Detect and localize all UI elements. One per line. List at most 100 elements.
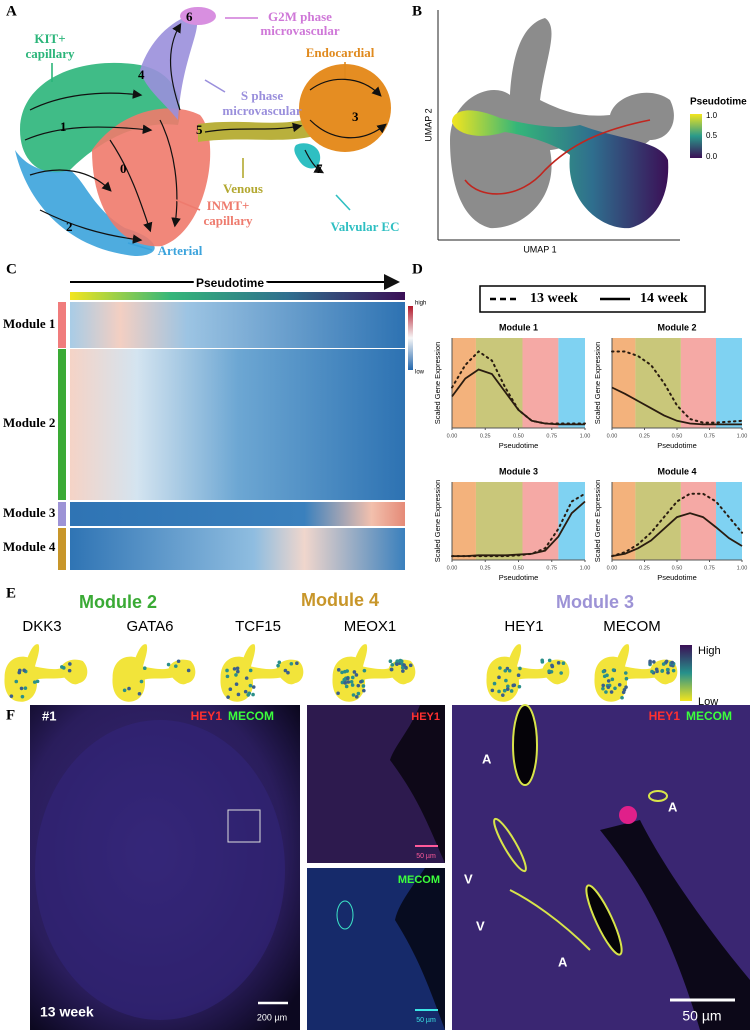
- module-label: Module 4: [301, 590, 379, 610]
- cluster-number: 7: [316, 161, 323, 176]
- cell-dot: [350, 675, 355, 680]
- annotation: KIT+: [34, 31, 65, 46]
- cell-dot: [609, 690, 614, 694]
- annotation-arrows: [51, 17, 351, 251]
- stain-label: MECOM: [228, 709, 274, 723]
- x-tick-label: 0.50: [672, 433, 683, 439]
- panel-f: F #1 HEY1 MECOM 13 week 200 µm HEY1 50 µ…: [6, 704, 750, 1030]
- cell-dot: [559, 671, 563, 675]
- cell-dot: [623, 671, 628, 675]
- chart-title: Module 3: [499, 466, 538, 476]
- inset-box: [227, 809, 261, 843]
- umap-region: [450, 18, 674, 229]
- legend-box: [479, 285, 706, 313]
- cell-dot: [666, 670, 670, 675]
- heatmap-block: [70, 302, 405, 348]
- x-tick-label: 1.00: [580, 565, 591, 571]
- stain-label: MECOM: [398, 874, 440, 886]
- colorbar: [408, 306, 413, 370]
- cell-dot: [402, 663, 406, 667]
- cell-dot: [550, 663, 554, 668]
- cell-dot: [611, 668, 616, 672]
- cell-dot: [511, 683, 516, 688]
- cell-dot: [251, 692, 255, 697]
- module-bar: [58, 349, 66, 500]
- cluster-number: 3: [352, 109, 359, 124]
- vessel: [512, 704, 538, 786]
- panel-a: A 0 1 2 3 4 5 6 7 KIT+ capillary G2M pha…: [6, 3, 400, 258]
- x-tick-label: 0.75: [704, 565, 715, 571]
- y-axis-label: Scaled Gene Expression: [593, 342, 602, 425]
- cell-dot: [601, 669, 606, 674]
- cell-dot: [505, 666, 510, 671]
- legend-label: low: [415, 370, 425, 376]
- annotation: microvascular: [222, 103, 301, 118]
- series-line: [611, 350, 743, 424]
- cell-dot: [23, 686, 28, 690]
- y-axis-label: Scaled Gene Expression: [593, 480, 602, 563]
- cell-dot: [22, 668, 26, 673]
- cell-dot: [664, 659, 669, 664]
- legend-label: Low: [698, 696, 718, 708]
- cell-dot: [354, 673, 359, 677]
- cell-dot: [277, 660, 282, 665]
- cell-dot: [283, 668, 288, 673]
- cell-dot: [504, 678, 508, 683]
- cell-dot: [388, 659, 393, 664]
- cell-dot: [617, 682, 622, 687]
- cell-dot: [648, 661, 652, 665]
- feature-plot: [486, 644, 570, 702]
- feature-plot: [220, 644, 304, 702]
- cell-dot: [352, 670, 357, 674]
- series-line: [611, 386, 742, 426]
- cell-dot: [176, 659, 181, 664]
- cell-dot: [9, 694, 14, 698]
- stage-band: [635, 482, 681, 560]
- cell-dot: [518, 666, 522, 671]
- cell-dot: [606, 679, 611, 683]
- cell-dot: [395, 662, 399, 666]
- annotation: Endocardial: [306, 45, 375, 60]
- cell-dot: [244, 676, 249, 680]
- vessel: [585, 884, 623, 956]
- vessel-label: A: [668, 799, 678, 814]
- age-label: 13 week: [40, 1004, 94, 1020]
- chart-title: Module 2: [657, 322, 696, 332]
- legend-title: Pseudotime: [690, 97, 747, 108]
- x-tick-label: 0.00: [447, 433, 458, 439]
- cell-dot: [346, 680, 351, 684]
- stage-band: [612, 482, 636, 560]
- panel-letter: D: [412, 261, 423, 277]
- cell-dot: [561, 661, 566, 666]
- y-axis-label: Scaled Gene Expression: [433, 480, 442, 563]
- panel-c: C Pseudotime Module 1 Module 2 Module 3 …: [3, 261, 426, 570]
- module-bar: [58, 302, 66, 348]
- cell-dot: [122, 688, 127, 693]
- axis-label: UMAP 1: [523, 244, 556, 254]
- x-tick-label: 0.00: [607, 433, 618, 439]
- annotation: Valvular EC: [331, 219, 400, 234]
- stage-band: [522, 482, 559, 560]
- stage-band: [475, 482, 523, 560]
- cell-dot: [234, 673, 238, 677]
- cell-dot: [650, 669, 654, 674]
- x-tick-label: 1.00: [580, 433, 591, 439]
- x-tick-label: 0.25: [480, 565, 491, 571]
- x-tick-label: 0.50: [513, 433, 524, 439]
- vessel: [336, 900, 354, 930]
- cell-dot: [602, 674, 607, 679]
- umap-region: [452, 110, 669, 229]
- cluster-number: 2: [66, 219, 73, 234]
- cluster-region: [140, 14, 198, 120]
- stage-band: [635, 338, 681, 428]
- series-line: [452, 500, 586, 557]
- cell-dot: [142, 666, 147, 671]
- cell-dot: [20, 694, 25, 699]
- cell-dot: [356, 683, 361, 688]
- cell-dot: [502, 688, 507, 693]
- cell-dot: [276, 663, 280, 668]
- cell-dot: [547, 658, 552, 663]
- cell-dot: [503, 668, 508, 673]
- cell-dot: [18, 668, 22, 673]
